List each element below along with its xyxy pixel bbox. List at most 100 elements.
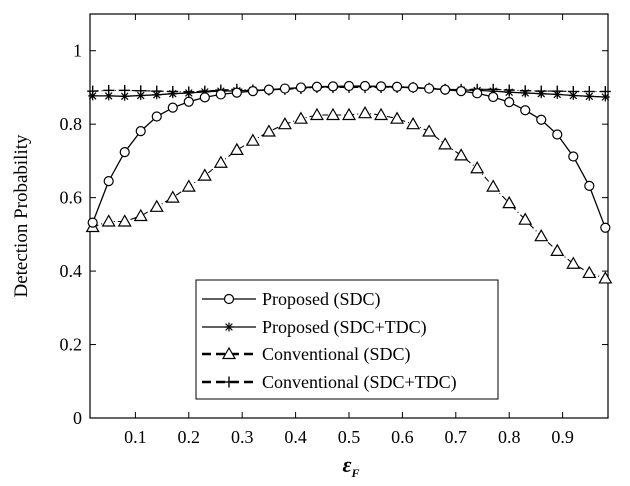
data-point (552, 89, 562, 99)
data-point (520, 105, 531, 116)
legend-marker (224, 322, 234, 332)
data-point (472, 88, 483, 99)
data-point (151, 111, 162, 122)
data-point (136, 91, 146, 101)
data-point (343, 80, 355, 92)
x-tick-label: 0.3 (231, 427, 254, 447)
data-point (582, 265, 597, 279)
data-point (391, 81, 403, 92)
data-point (424, 83, 435, 94)
series-layer (85, 80, 613, 284)
data-point (520, 88, 530, 98)
data-point (600, 222, 611, 233)
data-point (152, 90, 162, 100)
data-point (552, 129, 563, 140)
data-point (231, 87, 242, 98)
data-point (245, 133, 260, 146)
data-point (422, 124, 437, 137)
x-tick-label: 0.5 (338, 427, 361, 447)
legend-label: Conventional (SDC) (262, 344, 411, 365)
data-point (133, 208, 148, 222)
legend-box (195, 279, 499, 400)
data-point (104, 91, 114, 101)
data-point (309, 107, 324, 121)
data-point (518, 212, 533, 225)
legend-entry-conventional-sdc: Conventional (SDC) (202, 344, 411, 365)
x-tick-label: 0.4 (284, 427, 307, 447)
data-point (568, 91, 578, 101)
data-point (88, 91, 98, 101)
data-point (374, 107, 389, 121)
data-point (438, 137, 453, 150)
data-point (357, 105, 373, 119)
data-point (135, 126, 146, 137)
y-tick-label: 0.2 (60, 335, 83, 355)
data-point (502, 195, 517, 209)
data-point (279, 83, 291, 94)
data-point (598, 271, 613, 284)
data-point (568, 151, 579, 162)
x-tick-label: 0.1 (124, 427, 147, 447)
legend-entries: Proposed (SDC) Proposed (SDC+TDC) Conventi… (202, 289, 457, 393)
y-tick-label: 1 (73, 41, 82, 61)
legend-marker (221, 346, 237, 360)
data-point (406, 116, 421, 130)
legend-label: Conventional (SDC+TDC) (262, 372, 457, 393)
data-point (584, 91, 594, 101)
data-point (197, 168, 212, 181)
data-point (247, 86, 258, 97)
x-tick-label: 0.7 (445, 427, 468, 447)
data-point (566, 256, 581, 269)
legend-entry-proposed-sdc: Proposed (SDC) (202, 289, 381, 310)
y-axis-label: Detection Probability (11, 134, 32, 298)
y-tick-label: 0 (73, 408, 82, 428)
legend-entry-conventional-sdc-tdc: Conventional (SDC+TDC) (202, 372, 457, 393)
data-point (584, 180, 595, 191)
legend-label: Proposed (SDC) (262, 289, 381, 310)
data-point (359, 80, 371, 92)
x-tick-labels: 0.1 0.2 0.3 0.4 0.5 0.6 0.7 0.8 0.9 (124, 427, 574, 447)
series-conventional-sdc (85, 105, 613, 284)
legend: Proposed (SDC) Proposed (SDC+TDC) Conventi… (195, 279, 499, 400)
data-point (488, 91, 499, 103)
data-point (181, 179, 196, 192)
data-point (504, 87, 514, 97)
data-point (375, 81, 387, 92)
data-point (215, 89, 226, 100)
tick-marks (90, 14, 608, 419)
data-point (120, 91, 130, 101)
data-point (536, 89, 546, 99)
data-point (263, 84, 274, 95)
data-point (311, 81, 323, 92)
data-point (504, 97, 515, 108)
legend-marker (223, 293, 235, 305)
data-point (119, 146, 130, 158)
data-point (486, 179, 501, 192)
data-point (87, 217, 98, 228)
data-point (293, 111, 308, 124)
data-point (341, 107, 357, 121)
data-point (295, 82, 307, 93)
data-point (536, 114, 547, 125)
data-point (213, 155, 228, 168)
data-point (168, 89, 178, 99)
data-point (440, 84, 451, 95)
y-tick-labels: 0 0.2 0.4 0.6 0.8 1 (60, 41, 83, 428)
data-point (167, 102, 178, 113)
x-axis-label: εF (342, 452, 359, 480)
data-point (470, 161, 485, 174)
legend-marker (223, 376, 235, 388)
data-point (165, 190, 180, 203)
data-point (407, 82, 419, 93)
data-point (534, 228, 549, 242)
data-point (325, 107, 341, 121)
data-point (149, 199, 164, 212)
data-point (600, 92, 610, 102)
data-point (184, 88, 194, 98)
data-point (390, 111, 405, 124)
data-point (550, 243, 565, 256)
y-tick-label: 0.6 (60, 188, 83, 208)
data-point (199, 92, 210, 103)
series-proposed-sdc (87, 80, 611, 233)
